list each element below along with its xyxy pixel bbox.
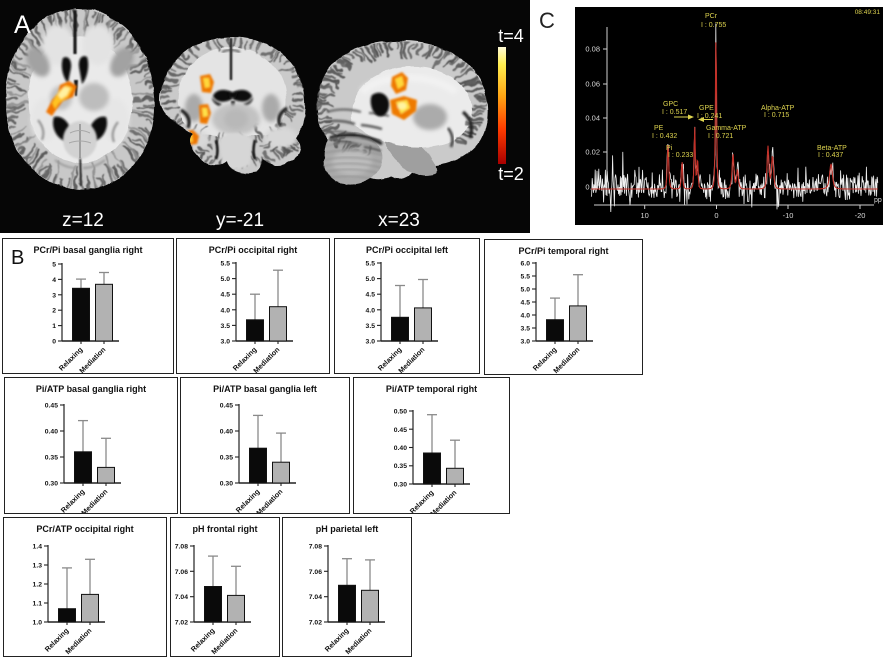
svg-text:1: 1	[52, 323, 56, 330]
svg-text:I : 0.241: I : 0.241	[697, 113, 722, 120]
svg-text:3.5: 3.5	[366, 323, 376, 330]
svg-text:10: 10	[641, 211, 649, 220]
svg-text:0.45: 0.45	[394, 427, 407, 434]
svg-text:Alpha-ATP: Alpha-ATP	[761, 105, 795, 112]
svg-text:0.45: 0.45	[45, 403, 58, 410]
svg-text:7.04: 7.04	[175, 594, 188, 601]
svg-text:I : 0.715: I : 0.715	[764, 112, 789, 119]
svg-text:08:49:31: 08:49:31	[855, 9, 881, 16]
svg-text:Pi/ATP basal ganglia right: Pi/ATP basal ganglia right	[36, 384, 146, 394]
svg-text:A: A	[14, 11, 31, 39]
svg-text:3.5: 3.5	[221, 323, 231, 330]
svg-text:0.30: 0.30	[394, 482, 407, 489]
svg-text:0.04: 0.04	[585, 114, 600, 123]
svg-text:7.08: 7.08	[175, 544, 188, 551]
svg-text:0.40: 0.40	[45, 429, 58, 436]
svg-text:4.0: 4.0	[521, 313, 531, 320]
svg-text:0.35: 0.35	[394, 463, 407, 470]
svg-text:-10: -10	[783, 211, 794, 220]
svg-text:5.0: 5.0	[366, 276, 376, 283]
svg-text:2: 2	[52, 308, 56, 315]
svg-text:0.08: 0.08	[585, 45, 600, 54]
svg-text:GPC: GPC	[663, 101, 678, 108]
svg-text:0.06: 0.06	[585, 80, 600, 89]
svg-text:0.02: 0.02	[585, 148, 600, 157]
svg-text:Gamma-ATP: Gamma-ATP	[706, 125, 747, 132]
svg-text:7.02: 7.02	[175, 620, 188, 627]
svg-text:0.40: 0.40	[394, 445, 407, 452]
svg-text:0.45: 0.45	[220, 403, 233, 410]
svg-text:0.50: 0.50	[394, 409, 407, 416]
svg-text:0: 0	[714, 211, 718, 220]
svg-text:0.35: 0.35	[220, 455, 233, 462]
svg-text:0.35: 0.35	[45, 455, 58, 462]
svg-text:I : 0.755: I : 0.755	[701, 22, 726, 29]
svg-text:4.5: 4.5	[221, 292, 231, 299]
svg-text:-20: -20	[855, 211, 866, 220]
svg-text:5.0: 5.0	[221, 276, 231, 283]
svg-text:7.08: 7.08	[309, 544, 322, 551]
svg-text:6.0: 6.0	[521, 261, 531, 268]
svg-text:1.2: 1.2	[33, 582, 43, 589]
svg-text:1.3: 1.3	[33, 563, 43, 570]
svg-text:pH parietal left: pH parietal left	[316, 524, 379, 534]
svg-text:4.5: 4.5	[366, 292, 376, 299]
svg-text:4.0: 4.0	[366, 307, 376, 314]
svg-text:3: 3	[52, 292, 56, 299]
svg-text:5.5: 5.5	[521, 274, 531, 281]
svg-text:I : 0.437: I : 0.437	[818, 152, 843, 159]
svg-text:7.06: 7.06	[309, 569, 322, 576]
svg-text:4.0: 4.0	[221, 307, 231, 314]
svg-text:GPE: GPE	[699, 105, 714, 112]
svg-text:0: 0	[52, 339, 56, 346]
svg-text:z=12: z=12	[62, 210, 104, 231]
svg-text:Pi/ATP basal ganglia left: Pi/ATP basal ganglia left	[213, 384, 317, 394]
svg-text:Pi: Pi	[666, 145, 673, 152]
svg-text:7.06: 7.06	[175, 569, 188, 576]
svg-text:7.02: 7.02	[309, 620, 322, 627]
svg-text:PCr/Pi occipital right: PCr/Pi occipital right	[209, 245, 298, 255]
svg-text:3.5: 3.5	[521, 326, 531, 333]
svg-text:PE: PE	[654, 125, 664, 132]
svg-text:I : 0.432: I : 0.432	[652, 133, 677, 140]
svg-text:Mediation: Mediation	[428, 488, 458, 513]
svg-text:PCr/ATP occipital right: PCr/ATP occipital right	[36, 524, 133, 534]
svg-text:y=-21: y=-21	[216, 210, 264, 231]
svg-text:0.30: 0.30	[45, 481, 58, 488]
svg-text:0.40: 0.40	[220, 429, 233, 436]
svg-text:PCr/Pi temporal right: PCr/Pi temporal right	[518, 246, 608, 256]
svg-text:3.0: 3.0	[521, 339, 531, 346]
svg-text:0.30: 0.30	[220, 481, 233, 488]
svg-text:PCr/Pi occipital left: PCr/Pi occipital left	[366, 245, 448, 255]
svg-text:3.0: 3.0	[366, 339, 376, 346]
svg-text:1.1: 1.1	[33, 601, 43, 608]
svg-text:t=4: t=4	[498, 26, 524, 46]
svg-text:I : 0.517: I : 0.517	[662, 109, 687, 116]
svg-text:I : 0.721: I : 0.721	[708, 133, 733, 140]
svg-text:Pi/ATP temporal right: Pi/ATP temporal right	[386, 384, 477, 394]
svg-text:1.4: 1.4	[33, 544, 43, 551]
svg-text:t=2: t=2	[498, 164, 524, 184]
svg-text:x=23: x=23	[378, 210, 420, 231]
svg-text:pH frontal right: pH frontal right	[193, 524, 258, 534]
svg-text:5.5: 5.5	[221, 261, 231, 268]
svg-text:Beta-ATP: Beta-ATP	[817, 145, 847, 152]
svg-text:7.04: 7.04	[309, 594, 322, 601]
svg-text:I : 0.233: I : 0.233	[668, 152, 693, 159]
svg-text:5: 5	[52, 262, 56, 269]
svg-text:pp: pp	[874, 197, 882, 204]
svg-text:5.5: 5.5	[366, 261, 376, 268]
svg-text:4: 4	[52, 277, 56, 284]
svg-text:4.5: 4.5	[521, 300, 531, 307]
svg-text:1.0: 1.0	[33, 620, 43, 627]
svg-text:PCr: PCr	[705, 13, 718, 20]
svg-text:5.0: 5.0	[521, 287, 531, 294]
svg-text:PCr/Pi basal ganglia right: PCr/Pi basal ganglia right	[33, 245, 142, 255]
svg-text:3.0: 3.0	[221, 339, 231, 346]
